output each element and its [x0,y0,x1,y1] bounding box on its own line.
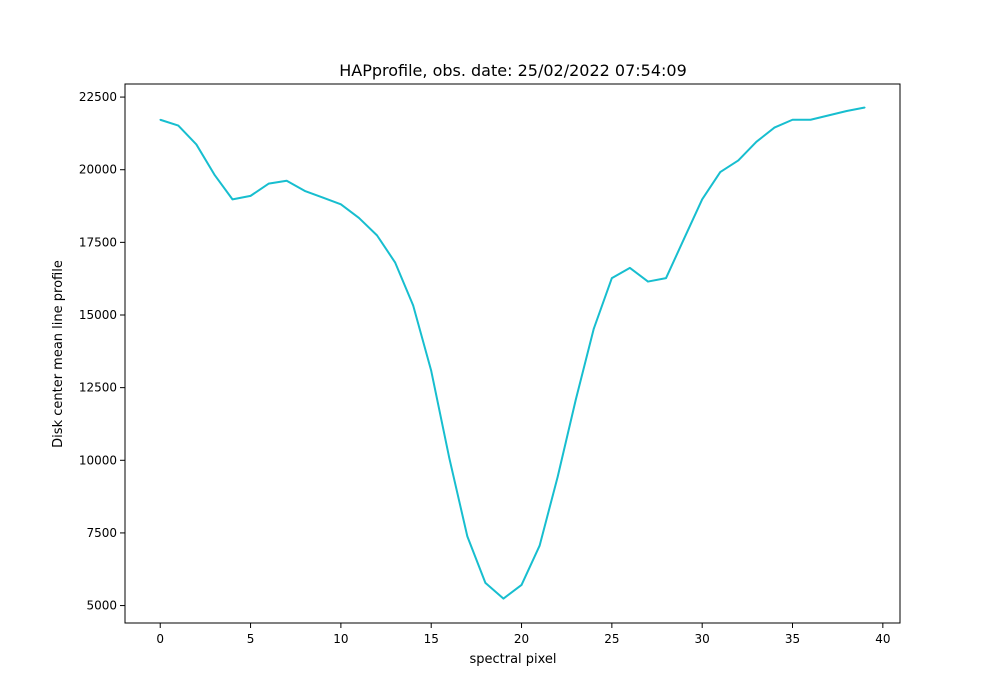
x-tick-label: 15 [424,632,439,646]
series-layer [159,106,866,600]
data-point [322,196,324,199]
y-tick-label: 20000 [79,163,117,177]
x-tick-label: 5 [247,632,255,646]
x-axis-ticks: 0 5 10 15 20 25 30 35 40 [156,623,890,646]
y-tick-label: 15000 [79,308,117,322]
data-point [195,143,198,146]
y-tick-label: 10000 [79,453,117,467]
data-point [249,195,252,197]
data-point [285,179,288,182]
data-point [845,110,848,112]
y-tick-label: 7500 [86,526,117,540]
data-point [719,171,722,173]
data-point [430,369,433,372]
data-point [827,114,830,117]
data-point [394,261,396,264]
data-point [647,280,649,283]
data-point [773,126,776,129]
data-point [665,277,667,279]
data-point [358,217,360,219]
data-point [629,267,631,269]
y-tick-label: 12500 [79,381,117,395]
data-point [177,124,180,127]
data-point [863,106,866,109]
data-point [611,277,613,279]
x-tick-label: 30 [695,632,710,646]
data-point [267,182,270,185]
y-axis-label: Disk center mean line profile [51,260,66,448]
data-point [574,399,577,401]
x-axis-label: spectral pixel [469,652,556,667]
data-point [791,118,794,121]
y-axis-ticks: 5000 7500 10000 12500 15000 17500 20000 22500 [79,90,125,613]
data-point [502,597,505,600]
data-point [556,476,559,478]
series-line [159,106,865,600]
plot-area [125,84,900,623]
chart-title: HAPprofile, obs. date: 25/02/2022 07:54:… [339,61,687,80]
y-tick-label: 22500 [79,90,117,104]
data-point [737,159,740,162]
data-point [340,203,342,206]
plot-frame [124,83,901,624]
x-tick-label: 35 [785,632,800,646]
data-point [755,141,758,143]
y-tick-label: 17500 [79,235,117,249]
data-point [683,237,685,240]
data-point [466,535,469,538]
data-point [412,304,414,307]
x-tick-label: 40 [875,632,890,646]
x-tick-label: 25 [604,632,619,646]
data-point [448,457,451,459]
data-point [538,544,541,547]
data-point [376,234,378,237]
data-point [213,173,216,176]
data-point [159,118,162,121]
data-point [303,190,306,192]
x-tick-label: 0 [156,632,164,646]
data-point [592,327,595,330]
x-tick-label: 20 [514,632,529,646]
data-point [484,582,487,584]
x-tick-label: 10 [333,632,348,646]
data-point [809,118,812,121]
data-point [231,198,234,201]
data-point [520,584,523,586]
data-point [701,198,703,201]
y-tick-label: 5000 [86,599,117,613]
